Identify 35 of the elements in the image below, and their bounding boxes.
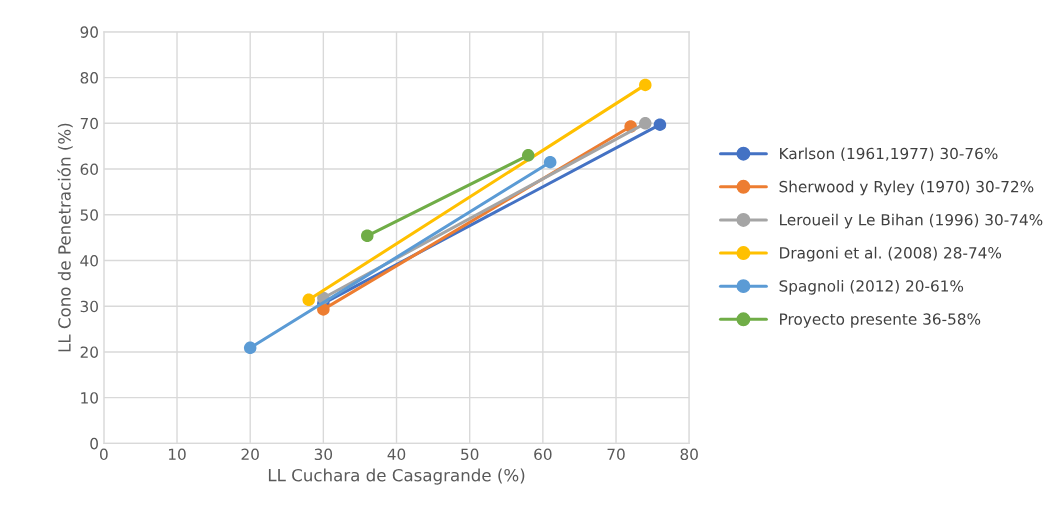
x-tick-label: 30 (314, 448, 333, 461)
x-tick-label: 0 (100, 448, 108, 461)
point (543, 155, 557, 169)
legend-label: Dragoni et al. (2008) 28-74% (780, 246, 1002, 262)
y-tick-label: 0 (90, 437, 98, 450)
x-tick-label: 20 (241, 448, 259, 461)
y-tick-label: 40 (80, 254, 98, 267)
point (653, 118, 667, 131)
y-tick-label: 70 (80, 117, 98, 130)
y-tick-label: 30 (80, 300, 98, 313)
x-tick-label: 60 (534, 448, 552, 461)
point (639, 78, 652, 92)
x-tick-label: 50 (461, 448, 479, 461)
legend-label: Spagnoli (2012) 20-61% (779, 279, 964, 295)
y-tick-label: 80 (80, 72, 98, 84)
point (243, 341, 257, 355)
x-tick-label: 80 (680, 448, 698, 461)
legend-label: Proyecto presente 36-58% (780, 313, 981, 328)
point (361, 229, 374, 243)
point (302, 293, 315, 307)
y-tick-label: 20 (80, 346, 98, 358)
point (639, 117, 652, 130)
y-tick-label: 90 (80, 26, 98, 38)
y-axis-title: LL Cono de Penetración (%) (57, 123, 73, 352)
point (521, 149, 535, 162)
y-tick-label: 50 (80, 209, 98, 221)
y-tick-label: 60 (80, 163, 98, 176)
legend-label: Leroueil y Le Bihan (1996) 30-74% (780, 213, 1043, 229)
x-tick-label: 10 (168, 448, 186, 461)
legend-label: Karlson (1961,1977) 30-76% (780, 147, 998, 162)
legend-label: Sherwood y Ryley (1970) 30-72% (779, 180, 1034, 196)
x-axis-title: LL Cuchara de Casagrande (%) (268, 468, 525, 485)
x-tick-label: 70 (607, 448, 625, 461)
x-tick-label: 40 (387, 448, 406, 461)
y-tick-label: 10 (81, 392, 98, 404)
